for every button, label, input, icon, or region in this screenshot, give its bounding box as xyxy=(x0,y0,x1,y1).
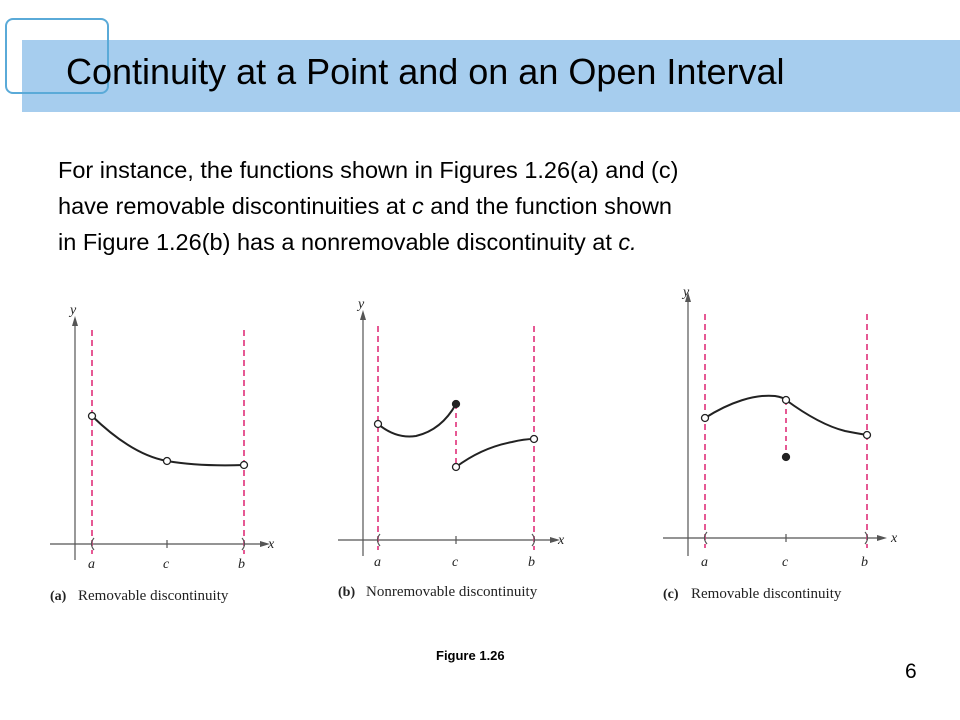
panel-caption: Removable discontinuity xyxy=(691,586,842,602)
body-text-span: and the function shown xyxy=(423,193,672,219)
function-curve-left xyxy=(377,403,457,438)
open-point-hole xyxy=(162,456,172,466)
graph-a: y x a c b (a) Removable discontinuity xyxy=(50,303,275,604)
figure-panel-c: y x a c b (c) Removable discontinuity xyxy=(655,286,909,610)
open-point xyxy=(700,413,710,423)
title-bar xyxy=(22,40,960,112)
open-point-hole xyxy=(781,395,791,405)
body-paragraph: For instance, the functions shown in Fig… xyxy=(58,152,938,260)
y-axis-arrow xyxy=(360,310,366,320)
x-axis-arrow xyxy=(877,535,887,541)
closed-point xyxy=(781,452,791,462)
tick-label-c: c xyxy=(782,555,789,570)
y-axis-label: y xyxy=(68,303,77,318)
graph-c: y x a c b (c) Removable discontinuity xyxy=(663,286,898,602)
figure-panel-a: y x a c b (a) Removable discontinuity xyxy=(40,300,290,610)
x-axis-label: x xyxy=(557,533,565,548)
tick-label-a: a xyxy=(701,555,708,570)
tick-label-a: a xyxy=(88,557,95,572)
tick-label-b: b xyxy=(861,555,868,570)
panel-letter: (c) xyxy=(663,587,679,602)
function-curve-right xyxy=(785,399,868,436)
closed-point xyxy=(451,399,461,409)
graph-b: y x a c b (b) Nonremovable discontinuity xyxy=(338,297,565,600)
open-point xyxy=(87,411,97,421)
tick-label-c: c xyxy=(163,557,170,572)
open-interval-paren-right xyxy=(241,537,246,551)
open-interval-paren-left xyxy=(703,531,708,545)
open-point xyxy=(529,434,539,444)
y-axis-label: y xyxy=(356,297,365,312)
y-axis-label: y xyxy=(681,286,690,300)
open-point xyxy=(239,460,249,470)
open-interval-paren-left xyxy=(376,533,381,547)
x-axis-arrow xyxy=(550,537,560,543)
figure-caption: Figure 1.26 xyxy=(436,648,505,663)
open-interval-paren-right xyxy=(531,533,536,547)
panel-caption: Removable discontinuity xyxy=(78,588,229,604)
tick-label-a: a xyxy=(374,555,381,570)
body-line-1: For instance, the functions shown in Fig… xyxy=(58,157,679,183)
function-curve-right xyxy=(455,438,535,468)
panel-letter: (a) xyxy=(50,589,67,604)
variable-c: c. xyxy=(618,229,637,255)
open-point xyxy=(373,419,383,429)
open-interval-paren-right xyxy=(864,531,869,545)
variable-c: c xyxy=(412,193,424,219)
open-point xyxy=(862,430,872,440)
tick-label-c: c xyxy=(452,555,459,570)
open-point-jump xyxy=(451,462,461,472)
tick-label-b: b xyxy=(528,555,535,570)
panel-caption: Nonremovable discontinuity xyxy=(366,584,538,600)
x-axis-label: x xyxy=(267,537,275,552)
y-axis-arrow xyxy=(72,316,78,326)
x-axis-label: x xyxy=(890,531,898,546)
open-interval-paren-left xyxy=(90,537,95,551)
tick-label-b: b xyxy=(238,557,245,572)
body-line-2: have removable discontinuities at c and … xyxy=(58,188,938,224)
y-axis-arrow xyxy=(685,292,691,302)
figure-panel-b: y x a c b (b) Nonremovable discontinuity xyxy=(328,292,578,610)
body-text-span: in Figure 1.26(b) has a nonremovable dis… xyxy=(58,229,619,255)
page-number: 6 xyxy=(905,660,917,683)
function-curve-left xyxy=(704,394,787,419)
slide-title: Continuity at a Point and on an Open Int… xyxy=(66,51,785,92)
x-axis-arrow xyxy=(260,541,270,547)
panel-letter: (b) xyxy=(338,585,355,600)
body-text-span: have removable discontinuities at xyxy=(58,193,413,219)
body-line-3: in Figure 1.26(b) has a nonremovable dis… xyxy=(58,224,938,260)
